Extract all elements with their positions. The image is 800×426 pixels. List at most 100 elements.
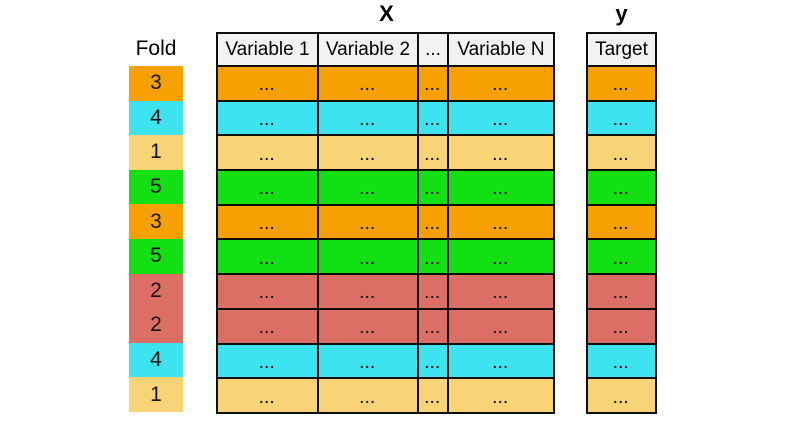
fold-column-label: Fold [135, 37, 177, 60]
x-header-variable-2: Variable 2 [319, 34, 417, 65]
ellipsis-text: ... [359, 250, 377, 267]
x-cell: ... [319, 275, 417, 308]
ellipsis-text: ... [424, 112, 442, 129]
fold-cell: 3 [129, 204, 183, 239]
target-cell: ... [588, 136, 655, 170]
x-cell: ... [218, 136, 317, 170]
ellipsis-text: ... [359, 285, 377, 302]
ellipsis-text: ... [613, 146, 630, 163]
x-cell: ... [319, 344, 417, 378]
ellipsis-text: ... [359, 112, 377, 129]
ellipsis-text: ... [424, 146, 442, 163]
ellipsis-text: ... [492, 250, 510, 267]
ellipsis-text: ... [259, 216, 276, 233]
x-cell: ... [319, 136, 417, 170]
ellipsis-text: ... [424, 77, 442, 94]
x-cell: ... [449, 275, 553, 308]
x-cell: ... [449, 101, 553, 135]
ellipsis-text: ... [259, 389, 276, 406]
ellipsis-text: ... [359, 389, 377, 406]
fold-cell: 1 [129, 135, 183, 170]
ellipsis-text: ... [259, 181, 276, 198]
x-cell: ... [449, 67, 553, 100]
target-cell: ... [588, 101, 655, 135]
fold-cell: 2 [129, 273, 183, 309]
x-cell: ... [449, 240, 553, 274]
ellipsis-text: ... [492, 146, 510, 163]
ellipsis-text: ... [613, 181, 630, 198]
x-cell: ... [218, 171, 317, 204]
x-cell: ... [319, 379, 417, 412]
x-cell: ... [419, 379, 447, 412]
ellipsis-text: ... [492, 320, 510, 337]
y-header-target: Target [588, 34, 655, 65]
target-cell: ... [588, 309, 655, 343]
x-cell: ... [218, 101, 317, 135]
x-cell: ... [419, 275, 447, 308]
fold-cell: 3 [129, 66, 183, 101]
ellipsis-text: ... [613, 250, 630, 267]
fold-cell: 1 [129, 377, 183, 412]
x-header-variable-1: Variable 1 [218, 34, 317, 65]
ellipsis-text: ... [359, 181, 377, 198]
target-cell: ... [588, 205, 655, 239]
x-cell: ... [449, 171, 553, 204]
ellipsis-text: ... [613, 285, 630, 302]
ellipsis-text: ... [259, 285, 276, 302]
ellipsis-text: ... [359, 216, 377, 233]
ellipsis-text: ... [359, 146, 377, 163]
ellipsis-text: ... [424, 354, 442, 371]
y-table: Target ... ... ... ... ... ... ... ... .… [586, 32, 657, 414]
x-cell: ... [419, 205, 447, 239]
target-cell: ... [588, 344, 655, 378]
fold-cell: 5 [129, 238, 183, 274]
ellipsis-text: ... [259, 250, 276, 267]
fold-cell: 4 [129, 342, 183, 378]
ellipsis-text: ... [259, 146, 276, 163]
x-cell: ... [319, 171, 417, 204]
target-cell: ... [588, 171, 655, 204]
ellipsis-text: ... [424, 389, 442, 406]
x-cell: ... [419, 101, 447, 135]
ellipsis-text: ... [492, 181, 510, 198]
ellipsis-text: ... [424, 181, 442, 198]
x-cell: ... [449, 205, 553, 239]
fold-cell: 2 [129, 308, 183, 343]
x-table: Variable 1 Variable 2 ... Variable N ...… [216, 32, 555, 414]
ellipsis-text: ... [492, 216, 510, 233]
ellipsis-text: ... [492, 112, 510, 129]
x-cell: ... [319, 309, 417, 343]
x-cell: ... [218, 67, 317, 100]
x-cell: ... [319, 240, 417, 274]
ellipsis-text: ... [492, 389, 510, 406]
fold-cell: 4 [129, 100, 183, 136]
ellipsis-text: ... [613, 389, 630, 406]
x-cell: ... [319, 205, 417, 239]
ellipsis-text: ... [359, 354, 377, 371]
x-cell: ... [218, 240, 317, 274]
x-cell: ... [319, 67, 417, 100]
x-cell: ... [449, 344, 553, 378]
x-cell: ... [218, 275, 317, 308]
x-table-title: X [379, 1, 394, 26]
ellipsis-text: ... [424, 320, 442, 337]
ellipsis-text: ... [492, 354, 510, 371]
ellipsis-text: ... [259, 320, 276, 337]
x-cell: ... [419, 136, 447, 170]
x-cell: ... [449, 309, 553, 343]
x-cell: ... [449, 136, 553, 170]
target-cell: ... [588, 67, 655, 100]
x-cell: ... [218, 344, 317, 378]
target-cell: ... [588, 275, 655, 308]
ellipsis-text: ... [492, 285, 510, 302]
ellipsis-text: ... [613, 77, 630, 94]
ellipsis-text: ... [359, 77, 377, 94]
fold-column: 3 4 1 5 3 5 2 2 4 1 [129, 66, 183, 412]
ellipsis-text: ... [424, 250, 442, 267]
ellipsis-text: ... [613, 112, 630, 129]
ellipsis-text: ... [259, 354, 276, 371]
ellipsis-text: ... [424, 216, 442, 233]
x-header-ellipsis: ... [419, 34, 447, 65]
x-cell: ... [218, 309, 317, 343]
